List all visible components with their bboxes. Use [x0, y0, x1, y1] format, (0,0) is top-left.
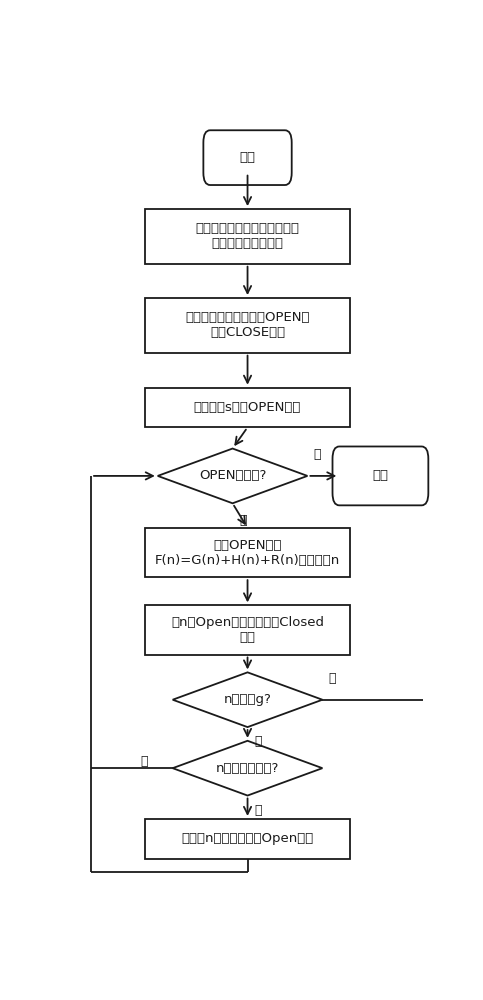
Text: 是: 是	[313, 448, 321, 461]
Polygon shape	[173, 672, 323, 727]
Text: 否: 否	[141, 755, 148, 768]
Text: 取出OPEN表中
F(n)=G(n)+H(n)+R(n)最小的点n: 取出OPEN表中 F(n)=G(n)+H(n)+R(n)最小的点n	[155, 539, 340, 567]
Text: OPEN表为空?: OPEN表为空?	[199, 469, 266, 482]
Text: 开始: 开始	[240, 151, 256, 164]
Polygon shape	[173, 741, 323, 796]
Text: 把节点n的子节点放入Open表中: 把节点n的子节点放入Open表中	[182, 832, 313, 845]
FancyBboxPatch shape	[203, 130, 292, 185]
Bar	[144, 388, 351, 427]
Bar	[144, 528, 351, 577]
Bar	[144, 605, 351, 655]
Text: n是否有子节点?: n是否有子节点?	[216, 762, 279, 775]
Text: 结束: 结束	[372, 469, 388, 482]
Bar	[144, 819, 351, 859]
Text: 是: 是	[328, 672, 336, 685]
Text: 否: 否	[254, 735, 262, 748]
Text: n是否是g?: n是否是g?	[224, 693, 271, 706]
Text: 否: 否	[239, 514, 247, 527]
Bar	[144, 298, 351, 353]
FancyBboxPatch shape	[332, 446, 428, 505]
Polygon shape	[157, 449, 307, 503]
Text: 将n从Open表中移除放入Closed
表中: 将n从Open表中移除放入Closed 表中	[171, 616, 324, 644]
Text: 是: 是	[254, 804, 262, 817]
Text: 设置起点，终点，创建OPEN链
表和CLOSE链表: 设置起点，终点，创建OPEN链 表和CLOSE链表	[185, 311, 310, 339]
Text: 建立栅格地图，对障碍物周匝
的风险等级进行评估: 建立栅格地图，对障碍物周匝 的风险等级进行评估	[196, 222, 299, 250]
Text: 将起始点s放入OPEN表中: 将起始点s放入OPEN表中	[194, 401, 301, 414]
Bar	[144, 209, 351, 264]
